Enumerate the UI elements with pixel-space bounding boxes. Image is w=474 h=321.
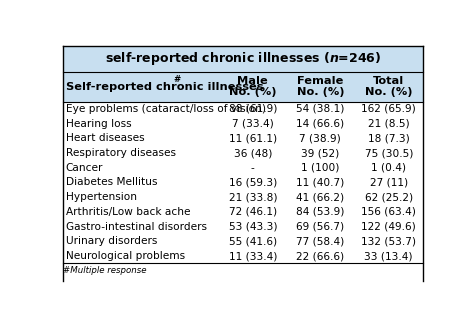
Text: 11 (33.4): 11 (33.4)	[228, 251, 277, 261]
Text: 69 (56.7): 69 (56.7)	[296, 221, 345, 232]
Text: Hypertension: Hypertension	[66, 192, 137, 202]
Text: #Multiple response: #Multiple response	[63, 266, 146, 275]
Text: 7 (38.9): 7 (38.9)	[300, 133, 341, 143]
Text: 41 (66.2): 41 (66.2)	[296, 192, 345, 202]
Text: No. (%): No. (%)	[365, 87, 412, 97]
Text: Eye problems (cataract/loss of vision): Eye problems (cataract/loss of vision)	[66, 104, 266, 114]
Text: 77 (58.4): 77 (58.4)	[296, 236, 345, 247]
Bar	[63, 72, 423, 101]
Text: 54 (38.1): 54 (38.1)	[296, 104, 345, 114]
Text: Male: Male	[237, 76, 268, 86]
Text: 21 (33.8): 21 (33.8)	[228, 192, 277, 202]
Text: 53 (43.3): 53 (43.3)	[228, 221, 277, 232]
Text: Female: Female	[297, 76, 344, 86]
Text: 22 (66.6): 22 (66.6)	[296, 251, 345, 261]
Text: No. (%): No. (%)	[229, 87, 276, 97]
Text: 162 (65.9): 162 (65.9)	[361, 104, 416, 114]
Text: 1 (100): 1 (100)	[301, 163, 339, 173]
Text: 18 (7.3): 18 (7.3)	[368, 133, 410, 143]
Text: 75 (30.5): 75 (30.5)	[365, 148, 413, 158]
Text: Arthritis/Low back ache: Arthritis/Low back ache	[66, 207, 191, 217]
Text: 11 (40.7): 11 (40.7)	[296, 178, 345, 187]
Text: 62 (25.2): 62 (25.2)	[365, 192, 413, 202]
Text: Total: Total	[373, 76, 404, 86]
Bar	[63, 46, 423, 72]
Text: 1 (0.4): 1 (0.4)	[371, 163, 406, 173]
Text: Self-reported chronic illnesses: Self-reported chronic illnesses	[66, 82, 264, 92]
Text: Diabetes Mellitus: Diabetes Mellitus	[66, 178, 157, 187]
Text: self-reported chronic illnesses ($\bfit{n}$=246): self-reported chronic illnesses ($\bfit{…	[105, 50, 381, 67]
Text: 11 (61.1): 11 (61.1)	[229, 133, 277, 143]
Text: 88 (61.9): 88 (61.9)	[228, 104, 277, 114]
Text: Respiratory diseases: Respiratory diseases	[66, 148, 176, 158]
Text: 21 (8.5): 21 (8.5)	[368, 119, 410, 129]
Text: Heart diseases: Heart diseases	[66, 133, 145, 143]
Text: 7 (33.4): 7 (33.4)	[232, 119, 273, 129]
Text: 27 (11): 27 (11)	[370, 178, 408, 187]
Text: 132 (53.7): 132 (53.7)	[361, 236, 416, 247]
Text: #: #	[173, 75, 181, 84]
Text: Cancer: Cancer	[66, 163, 103, 173]
Text: Gastro-intestinal disorders: Gastro-intestinal disorders	[66, 221, 207, 232]
Bar	[63, 101, 423, 264]
Text: Urinary disorders: Urinary disorders	[66, 236, 157, 247]
Text: No. (%): No. (%)	[297, 87, 344, 97]
Text: 16 (59.3): 16 (59.3)	[228, 178, 277, 187]
Text: 72 (46.1): 72 (46.1)	[229, 207, 277, 217]
Text: Neurological problems: Neurological problems	[66, 251, 185, 261]
Text: 55 (41.6): 55 (41.6)	[229, 236, 277, 247]
Text: 122 (49.6): 122 (49.6)	[361, 221, 416, 232]
Text: 36 (48): 36 (48)	[234, 148, 272, 158]
Text: -: -	[251, 163, 255, 173]
Text: Hearing loss: Hearing loss	[66, 119, 131, 129]
Text: 156 (63.4): 156 (63.4)	[361, 207, 416, 217]
Text: 33 (13.4): 33 (13.4)	[365, 251, 413, 261]
Text: 84 (53.9): 84 (53.9)	[296, 207, 345, 217]
Text: 39 (52): 39 (52)	[301, 148, 339, 158]
Text: 14 (66.6): 14 (66.6)	[296, 119, 345, 129]
